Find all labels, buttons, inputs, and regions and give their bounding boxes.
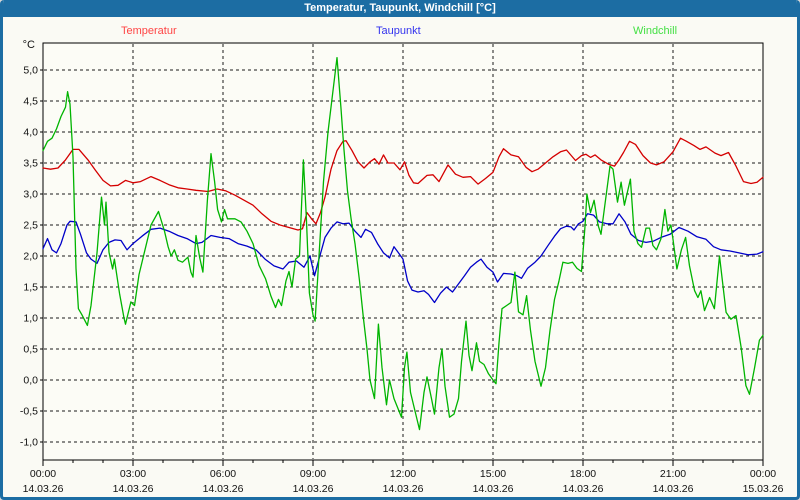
x-tick-date-label: 14.03.26 [473,483,514,495]
x-tick-time-label: 00:00 [750,468,776,480]
y-tick-label: 2,5 [23,220,38,232]
legend-item-taupunkt: Taupunkt [376,25,421,38]
legend-label-taupunkt: Taupunkt [376,25,421,37]
x-tick-time-label: 21:00 [660,468,686,480]
x-tick-date-label: 14.03.26 [653,483,694,495]
legend-item-temperatur: Temperatur [121,25,177,38]
x-tick-date-label: 14.03.26 [203,483,244,495]
legend-label-windchill: Windchill [633,25,678,37]
x-tick-date-label: 14.03.26 [383,483,424,495]
x-tick-time-label: 03:00 [120,468,146,480]
legend-label-temperatur: Temperatur [121,25,177,37]
y-tick-label: 0,0 [23,375,38,387]
x-tick-date-label: 14.03.26 [563,483,604,495]
y-tick-label: 3,0 [23,189,38,201]
x-tick-time-label: 18:00 [570,468,596,480]
series-line-taupunkt [42,213,764,304]
x-tick-time-label: 06:00 [210,468,236,480]
y-tick-label: 1,5 [23,282,38,294]
y-tick-label: 0,5 [23,344,38,356]
x-tick-time-label: 00:00 [30,468,56,480]
x-tick-time-label: 09:00 [300,468,326,480]
x-tick-date-label: 14.03.26 [293,483,334,495]
window-title-bar: Temperatur, Taupunkt, Windchill [°C] [3,0,797,17]
x-tick-date-label: 14.03.26 [113,483,154,495]
x-tick-time-label: 15:00 [480,468,506,480]
page-title: Temperatur, Taupunkt, Windchill [°C] [304,2,496,14]
x-tick-date-label: 14.03.26 [23,483,64,495]
y-axis-unit-label: °C [23,39,35,51]
x-tick-date-label: 15.03.26 [743,483,784,495]
y-tick-label: 2,0 [23,251,38,263]
series-line-temperatur [42,137,764,231]
y-tick-label: 1,0 [23,313,38,325]
legend-item-windchill: Windchill [633,25,677,38]
y-tick-label: -1,0 [20,437,38,449]
series-line-windchill [42,56,764,431]
y-tick-label: 5,0 [23,65,38,77]
y-tick-label: 4,5 [23,96,38,108]
y-tick-label: 4,0 [23,127,38,139]
y-tick-label: -0,5 [20,406,38,418]
chart-canvas: 5,0 4,5 4,0 3,5 3,0 2,5 2,0 1,5 1,0 0,5 0,0 -0,5 -1,… [20,39,784,495]
y-tick-label: 3,5 [23,158,38,170]
x-tick-time-label: 12:00 [390,468,416,480]
